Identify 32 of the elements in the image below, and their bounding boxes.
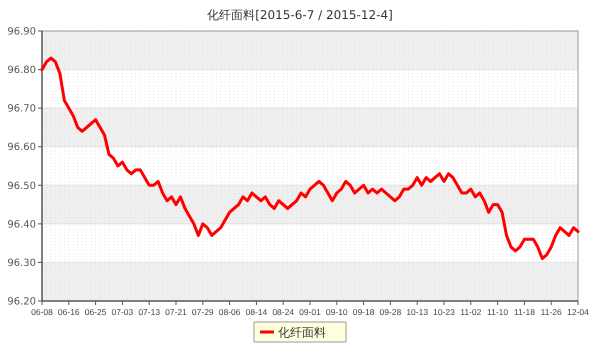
- y-tick-label: 96.30: [7, 258, 36, 269]
- x-tick-label: 11-02: [460, 307, 482, 317]
- x-tick-label: 07-03: [112, 307, 134, 317]
- x-tick-label: 11-26: [540, 307, 562, 317]
- x-tick-label: 11-10: [487, 307, 508, 317]
- y-tick-label: 96.40: [7, 219, 36, 230]
- x-tick-label: 06-08: [31, 307, 54, 317]
- x-tick-label: 09-28: [380, 307, 402, 317]
- x-tick-label: 10-23: [433, 307, 456, 317]
- x-tick-label: 08-06: [218, 307, 241, 317]
- y-tick-label: 96.20: [7, 296, 36, 308]
- y-tick-label: 96.70: [7, 104, 36, 115]
- x-tick-label: 09-01: [299, 307, 322, 317]
- x-tick-label: 06-16: [58, 307, 80, 317]
- x-tick-label: 07-29: [192, 307, 214, 317]
- line-series: [40, 56, 580, 260]
- y-tick-label: 96.80: [7, 65, 36, 76]
- legend-label: 化纤面料: [278, 326, 326, 340]
- x-tick-label: 10-13: [406, 307, 428, 317]
- x-tick-label: 09-18: [352, 307, 375, 317]
- y-tick-label: 96.50: [7, 180, 36, 192]
- y-tick-label: 96.60: [7, 142, 36, 154]
- x-tick-label: 07-21: [165, 307, 188, 317]
- x-tick-label: 08-24: [272, 307, 294, 317]
- x-tick-label: 09-10: [326, 307, 348, 317]
- chart-title: 化纤面料[2015-6-7 / 2015-12-4]: [207, 8, 393, 22]
- y-tick-label: 96.90: [7, 26, 36, 38]
- x-tick-label: 06-25: [84, 307, 107, 317]
- x-tick-label: 08-14: [246, 307, 268, 317]
- x-tick-label: 11-18: [514, 307, 536, 317]
- x-tick-label: 12-04: [567, 307, 590, 317]
- x-tick-label: 07-13: [138, 307, 160, 317]
